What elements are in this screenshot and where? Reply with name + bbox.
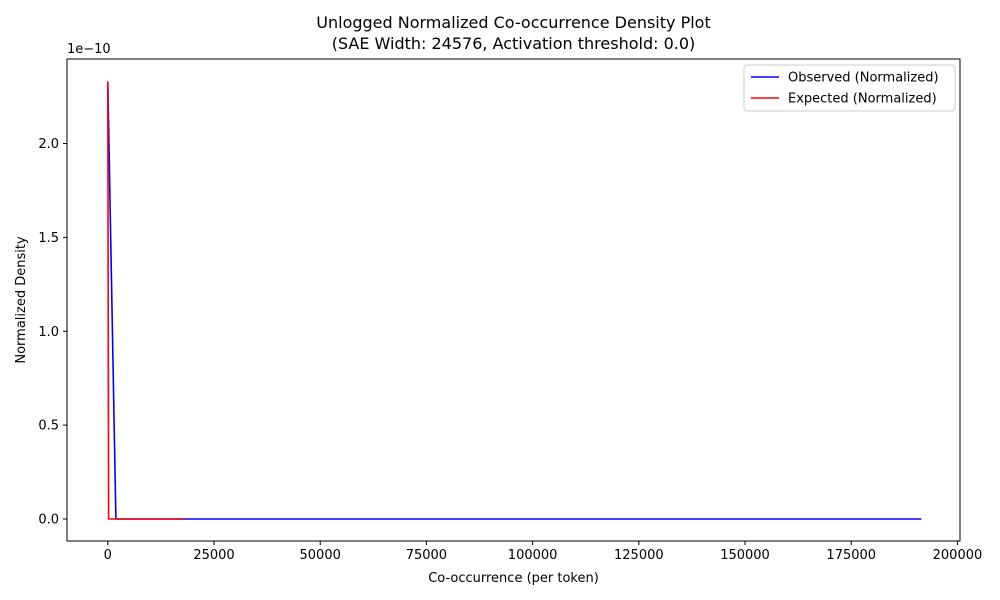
y-tick-label: 1.0: [38, 325, 59, 340]
legend-label-1: Expected (Normalized): [788, 92, 937, 107]
legend-box: [743, 64, 956, 112]
plot-area: [107, 81, 922, 520]
y-tick-label: 0.0: [38, 513, 59, 528]
y-tick-label: 2.0: [38, 137, 59, 152]
series-line-0: [107, 81, 922, 520]
x-tick-label: 100000: [508, 548, 558, 563]
plot-frame: [66, 58, 961, 542]
x-tick-label: 75000: [406, 548, 447, 563]
chart-subtitle: (SAE Width: 24576, Activation threshold:…: [332, 34, 696, 53]
y-tick-label: 1.5: [38, 231, 59, 246]
x-tick-label: 50000: [300, 548, 341, 563]
legend-label-0: Observed (Normalized): [788, 71, 939, 86]
x-tick-label: 175000: [826, 548, 876, 563]
y-multiplier-label: 1e−10: [67, 42, 111, 57]
x-tick-label: 150000: [720, 548, 770, 563]
legend: Observed (Normalized) Expected (Normalize…: [743, 64, 956, 112]
y-tick-label: 0.5: [38, 419, 59, 434]
x-axis-label: Co-occurrence (per token): [428, 571, 599, 586]
x-tick-label: 0: [104, 548, 112, 563]
chart-title: Unlogged Normalized Co-occurrence Densit…: [316, 13, 710, 32]
x-tick-label: 25000: [193, 548, 234, 563]
x-tick-label: 125000: [614, 548, 664, 563]
y-axis-label: Normalized Density: [14, 236, 29, 364]
series-line-1: [107, 81, 185, 520]
x-tick-label: 200000: [933, 548, 983, 563]
